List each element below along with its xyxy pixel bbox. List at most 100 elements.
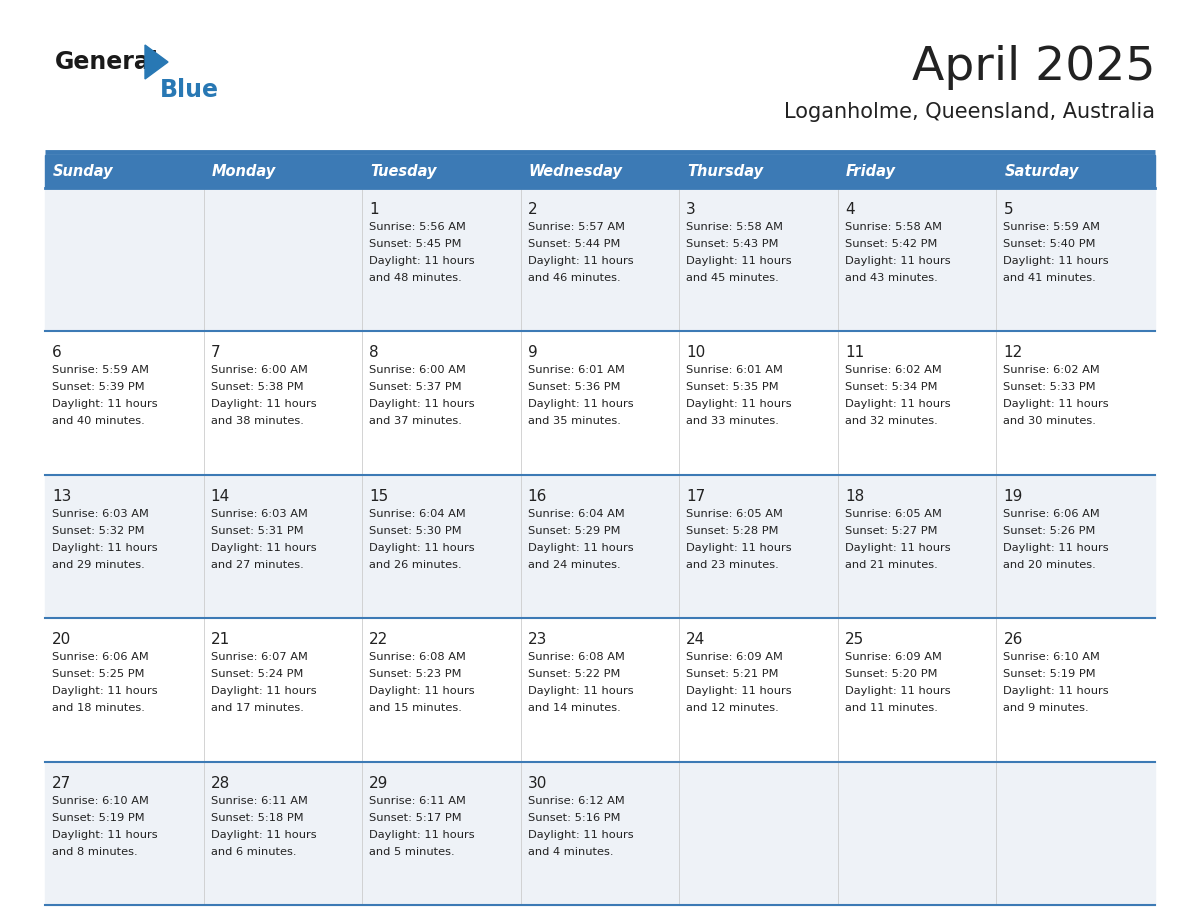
Text: and 24 minutes.: and 24 minutes. <box>527 560 620 570</box>
Text: Sunrise: 6:07 AM: Sunrise: 6:07 AM <box>210 652 308 662</box>
Text: 3: 3 <box>687 202 696 217</box>
Text: and 14 minutes.: and 14 minutes. <box>527 703 620 713</box>
Text: Tuesday: Tuesday <box>371 164 437 179</box>
Text: Sunset: 5:33 PM: Sunset: 5:33 PM <box>1004 383 1097 392</box>
Text: Daylight: 11 hours: Daylight: 11 hours <box>210 543 316 553</box>
Text: and 20 minutes.: and 20 minutes. <box>1004 560 1097 570</box>
Text: Sunrise: 5:58 AM: Sunrise: 5:58 AM <box>845 222 942 232</box>
Text: 22: 22 <box>369 633 388 647</box>
Text: and 35 minutes.: and 35 minutes. <box>527 417 620 426</box>
Text: Sunrise: 6:12 AM: Sunrise: 6:12 AM <box>527 796 625 806</box>
Bar <box>45 618 1155 762</box>
Text: 9: 9 <box>527 345 537 361</box>
Text: General: General <box>55 50 159 74</box>
Text: and 21 minutes.: and 21 minutes. <box>845 560 937 570</box>
Text: and 26 minutes.: and 26 minutes. <box>369 560 462 570</box>
Text: Daylight: 11 hours: Daylight: 11 hours <box>527 686 633 696</box>
Text: Daylight: 11 hours: Daylight: 11 hours <box>845 686 950 696</box>
Text: Daylight: 11 hours: Daylight: 11 hours <box>210 830 316 840</box>
Text: Thursday: Thursday <box>688 164 764 179</box>
Text: Sunrise: 5:57 AM: Sunrise: 5:57 AM <box>527 222 625 232</box>
Text: Saturday: Saturday <box>1004 164 1079 179</box>
Text: Blue: Blue <box>160 78 219 102</box>
Text: Daylight: 11 hours: Daylight: 11 hours <box>369 686 475 696</box>
Text: Sunset: 5:40 PM: Sunset: 5:40 PM <box>1004 239 1095 249</box>
Text: Sunrise: 6:00 AM: Sunrise: 6:00 AM <box>369 365 466 375</box>
Text: Daylight: 11 hours: Daylight: 11 hours <box>1004 399 1110 409</box>
Text: Loganholme, Queensland, Australia: Loganholme, Queensland, Australia <box>784 102 1155 122</box>
Text: and 6 minutes.: and 6 minutes. <box>210 846 296 856</box>
Text: Sunset: 5:44 PM: Sunset: 5:44 PM <box>527 239 620 249</box>
Text: Sunrise: 6:05 AM: Sunrise: 6:05 AM <box>687 509 783 519</box>
Bar <box>45 155 1155 188</box>
Text: 1: 1 <box>369 202 379 217</box>
Text: Sunset: 5:35 PM: Sunset: 5:35 PM <box>687 383 779 392</box>
Text: 2: 2 <box>527 202 537 217</box>
Text: 29: 29 <box>369 776 388 790</box>
Bar <box>45 331 1155 475</box>
Text: and 17 minutes.: and 17 minutes. <box>210 703 303 713</box>
Text: Sunset: 5:30 PM: Sunset: 5:30 PM <box>369 526 462 536</box>
Text: and 48 minutes.: and 48 minutes. <box>369 273 462 283</box>
Text: Sunrise: 6:08 AM: Sunrise: 6:08 AM <box>369 652 466 662</box>
Text: Sunrise: 6:06 AM: Sunrise: 6:06 AM <box>1004 509 1100 519</box>
Text: Sunrise: 6:00 AM: Sunrise: 6:00 AM <box>210 365 308 375</box>
Text: and 15 minutes.: and 15 minutes. <box>369 703 462 713</box>
Text: and 40 minutes.: and 40 minutes. <box>52 417 145 426</box>
Text: Sunset: 5:28 PM: Sunset: 5:28 PM <box>687 526 779 536</box>
Text: Daylight: 11 hours: Daylight: 11 hours <box>52 830 158 840</box>
Text: 16: 16 <box>527 488 548 504</box>
Text: 20: 20 <box>52 633 71 647</box>
Text: Daylight: 11 hours: Daylight: 11 hours <box>52 686 158 696</box>
Text: Daylight: 11 hours: Daylight: 11 hours <box>1004 256 1110 266</box>
Text: Daylight: 11 hours: Daylight: 11 hours <box>1004 543 1110 553</box>
Text: Sunrise: 6:04 AM: Sunrise: 6:04 AM <box>527 509 625 519</box>
Text: Sunrise: 6:11 AM: Sunrise: 6:11 AM <box>210 796 308 806</box>
Text: 27: 27 <box>52 776 71 790</box>
Text: Daylight: 11 hours: Daylight: 11 hours <box>845 399 950 409</box>
Text: and 9 minutes.: and 9 minutes. <box>1004 703 1089 713</box>
Text: Friday: Friday <box>846 164 896 179</box>
Text: and 11 minutes.: and 11 minutes. <box>845 703 937 713</box>
Text: Daylight: 11 hours: Daylight: 11 hours <box>687 256 792 266</box>
Text: and 45 minutes.: and 45 minutes. <box>687 273 779 283</box>
Text: Sunrise: 6:04 AM: Sunrise: 6:04 AM <box>369 509 466 519</box>
Text: Sunset: 5:36 PM: Sunset: 5:36 PM <box>527 383 620 392</box>
Bar <box>45 762 1155 905</box>
Text: Sunset: 5:26 PM: Sunset: 5:26 PM <box>1004 526 1095 536</box>
Text: Daylight: 11 hours: Daylight: 11 hours <box>52 543 158 553</box>
Text: Sunrise: 6:03 AM: Sunrise: 6:03 AM <box>52 509 148 519</box>
Text: Daylight: 11 hours: Daylight: 11 hours <box>210 686 316 696</box>
Text: 10: 10 <box>687 345 706 361</box>
Text: 18: 18 <box>845 488 864 504</box>
Text: and 32 minutes.: and 32 minutes. <box>845 417 937 426</box>
Text: Sunset: 5:16 PM: Sunset: 5:16 PM <box>527 812 620 823</box>
Text: Sunset: 5:24 PM: Sunset: 5:24 PM <box>210 669 303 679</box>
Text: and 43 minutes.: and 43 minutes. <box>845 273 937 283</box>
Text: and 38 minutes.: and 38 minutes. <box>210 417 303 426</box>
Text: Sunset: 5:21 PM: Sunset: 5:21 PM <box>687 669 779 679</box>
Text: Sunset: 5:19 PM: Sunset: 5:19 PM <box>52 812 145 823</box>
Text: 12: 12 <box>1004 345 1023 361</box>
Text: Daylight: 11 hours: Daylight: 11 hours <box>687 686 792 696</box>
Text: Sunrise: 5:59 AM: Sunrise: 5:59 AM <box>1004 222 1100 232</box>
Text: and 29 minutes.: and 29 minutes. <box>52 560 145 570</box>
Text: Daylight: 11 hours: Daylight: 11 hours <box>369 830 475 840</box>
Text: 30: 30 <box>527 776 548 790</box>
Text: 13: 13 <box>52 488 71 504</box>
Text: Sunset: 5:34 PM: Sunset: 5:34 PM <box>845 383 937 392</box>
Text: 14: 14 <box>210 488 229 504</box>
Text: and 41 minutes.: and 41 minutes. <box>1004 273 1097 283</box>
Text: Sunday: Sunday <box>53 164 114 179</box>
Text: and 46 minutes.: and 46 minutes. <box>527 273 620 283</box>
Text: Sunset: 5:22 PM: Sunset: 5:22 PM <box>527 669 620 679</box>
Text: and 30 minutes.: and 30 minutes. <box>1004 417 1097 426</box>
Text: and 12 minutes.: and 12 minutes. <box>687 703 779 713</box>
Text: Daylight: 11 hours: Daylight: 11 hours <box>210 399 316 409</box>
Text: Sunset: 5:20 PM: Sunset: 5:20 PM <box>845 669 937 679</box>
Text: Daylight: 11 hours: Daylight: 11 hours <box>845 543 950 553</box>
Text: 15: 15 <box>369 488 388 504</box>
Text: Sunrise: 6:11 AM: Sunrise: 6:11 AM <box>369 796 466 806</box>
Text: Sunset: 5:19 PM: Sunset: 5:19 PM <box>1004 669 1097 679</box>
Text: 26: 26 <box>1004 633 1023 647</box>
